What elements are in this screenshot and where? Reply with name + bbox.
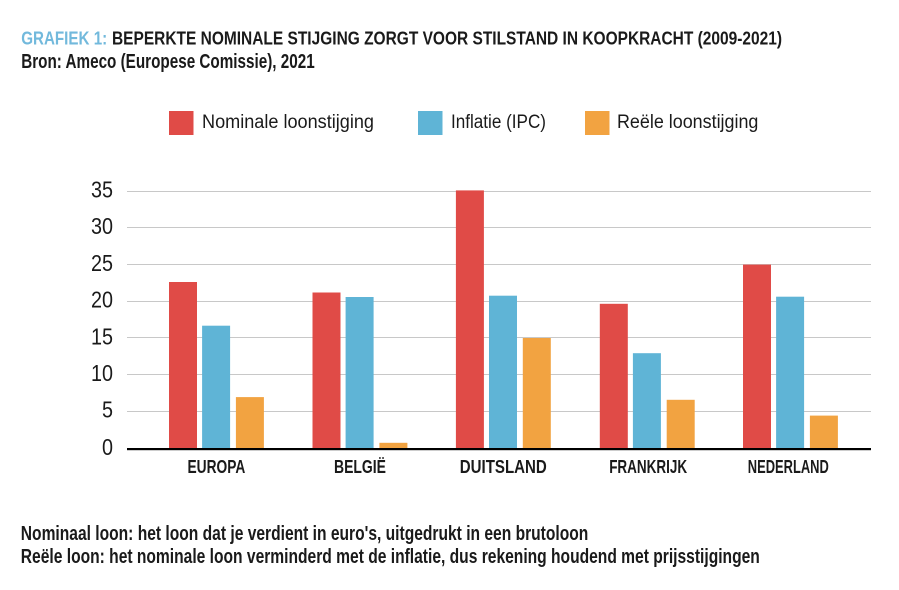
svg-text:Inflatie (IPC): Inflatie (IPC) bbox=[451, 112, 546, 133]
svg-text:BEPERKTE NOMINALE STIJGING ZOR: BEPERKTE NOMINALE STIJGING ZORGT VOOR ST… bbox=[112, 28, 782, 49]
svg-text:NEDERLAND: NEDERLAND bbox=[748, 457, 829, 477]
svg-text:Nominale loonstijging: Nominale loonstijging bbox=[202, 112, 374, 133]
svg-text:25: 25 bbox=[91, 250, 113, 276]
svg-text:35: 35 bbox=[91, 177, 113, 203]
svg-text:Reële loon: het nominale loon: Reële loon: het nominale loon verminderd… bbox=[21, 546, 760, 568]
svg-text:Nominaal loon: het loon dat je: Nominaal loon: het loon dat je verdient … bbox=[21, 523, 589, 545]
svg-text:15: 15 bbox=[91, 323, 113, 349]
svg-text:5: 5 bbox=[102, 397, 113, 423]
svg-text:20: 20 bbox=[91, 287, 113, 313]
svg-text:EUROPA: EUROPA bbox=[188, 457, 246, 477]
svg-text:GRAFIEK 1:: GRAFIEK 1: bbox=[21, 28, 107, 49]
svg-text:FRANKRIJK: FRANKRIJK bbox=[609, 457, 687, 477]
svg-text:10: 10 bbox=[91, 360, 113, 386]
svg-text:Reële loonstijging: Reële loonstijging bbox=[617, 112, 758, 133]
svg-text:30: 30 bbox=[91, 213, 113, 239]
svg-text:DUITSLAND: DUITSLAND bbox=[460, 457, 547, 477]
svg-text:BELGIË: BELGIË bbox=[334, 457, 386, 477]
svg-text:0: 0 bbox=[102, 434, 113, 460]
svg-text:Bron: Ameco (Europese Comissie: Bron: Ameco (Europese Comissie), 2021 bbox=[21, 51, 315, 73]
